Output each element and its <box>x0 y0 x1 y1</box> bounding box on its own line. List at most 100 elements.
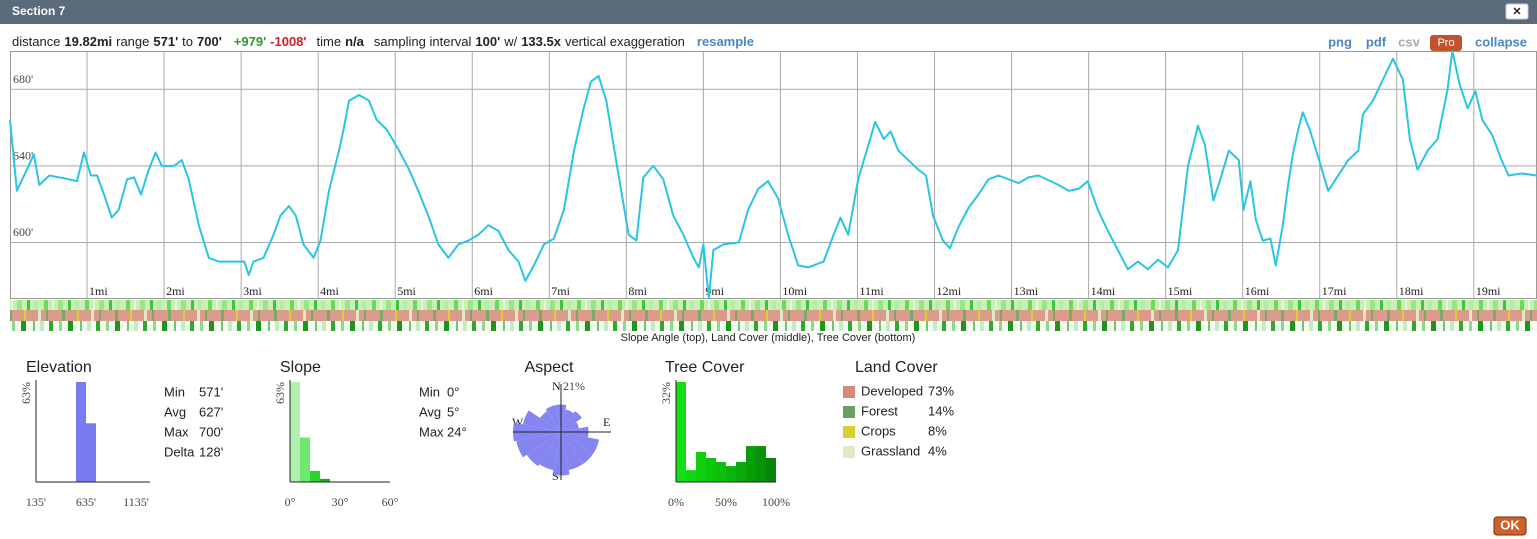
histogram-bar <box>76 382 86 482</box>
x-tick-label: 60° <box>382 495 399 509</box>
aspect-sector <box>561 432 600 454</box>
aspect-sector <box>522 410 561 432</box>
x-tick-label: 6mi <box>474 284 493 298</box>
pro-label[interactable]: Pro <box>1437 37 1454 49</box>
strip-caption: Slope Angle (top), Land Cover (middle), … <box>621 332 916 344</box>
stat-text: +979' <box>234 34 266 49</box>
histogram-bar <box>310 470 320 482</box>
histogram-bar <box>686 470 696 482</box>
stat-value: 627' <box>199 404 223 419</box>
x-tick-label: 13mi <box>1014 284 1039 298</box>
compass-label: S <box>552 469 559 483</box>
aspect-sector <box>561 409 574 432</box>
aspect-sector <box>540 411 561 432</box>
r-tick-label: 21% <box>563 379 585 393</box>
ok-label[interactable]: OK <box>1500 517 1520 532</box>
stat-value: 5° <box>447 404 459 419</box>
x-tick-label: 16mi <box>1245 284 1270 298</box>
land-cover-strip <box>10 310 1537 321</box>
x-tick-label: 5mi <box>397 284 416 298</box>
histogram-bar <box>716 462 726 482</box>
x-tick-label: 15mi <box>1168 284 1193 298</box>
stat-text: 700' <box>197 34 222 49</box>
compass-label: E <box>603 415 610 429</box>
histogram-bar <box>300 437 310 482</box>
x-tick-label: 19mi <box>1476 284 1501 298</box>
x-tick-label: 135' <box>26 495 46 509</box>
legend-name: Developed <box>861 383 923 398</box>
aspect-sector <box>526 432 561 467</box>
stat-text: sampling interval <box>374 34 472 49</box>
x-tick-label: 1mi <box>89 284 108 298</box>
aspect-sector <box>545 405 561 432</box>
x-tick-label: 8mi <box>628 284 647 298</box>
aspect-sector <box>561 432 583 471</box>
x-tick-label: 4mi <box>320 284 339 298</box>
y-tick-label: 680' <box>13 72 33 86</box>
x-tick-label: 12mi <box>937 284 962 298</box>
x-tick-label: 18mi <box>1399 284 1424 298</box>
histogram-bar <box>86 423 96 482</box>
ok-button[interactable] <box>1493 516 1527 536</box>
legend-value: 8% <box>928 423 947 438</box>
stat-value: 571' <box>199 384 223 399</box>
stat-text: 19.82mi <box>64 34 112 49</box>
histogram-bar <box>726 466 736 482</box>
stat-text: time <box>317 34 342 49</box>
y-tick-label: 640' <box>13 149 33 163</box>
legend-name: Forest <box>861 403 898 418</box>
legend-swatch <box>843 406 855 418</box>
aspect-sector <box>561 421 579 432</box>
aspect-sector <box>561 411 582 432</box>
panel-title: Tree Cover <box>665 359 745 376</box>
x-tick-label: 14mi <box>1091 284 1116 298</box>
link[interactable]: png <box>1328 34 1352 49</box>
panel-title: Aspect <box>525 359 574 376</box>
x-tick-label: 11mi <box>859 284 884 298</box>
histogram-bar <box>706 457 716 482</box>
close-icon[interactable]: ✕ <box>1512 6 1521 18</box>
pro-badge[interactable] <box>1430 35 1462 51</box>
histogram-bar <box>290 382 300 482</box>
x-tick-label: 635' <box>76 495 96 509</box>
x-tick-label: 30° <box>332 495 349 509</box>
link[interactable]: collapse <box>1475 34 1527 49</box>
panel-title: Slope <box>280 359 321 376</box>
panel-title: Land Cover <box>855 359 938 376</box>
stat-label: Avg <box>419 404 441 419</box>
stat-label: Min <box>164 384 185 399</box>
histogram-bar <box>320 478 330 482</box>
y-tick-label: 600' <box>13 225 33 239</box>
stat-label: Max <box>164 424 189 439</box>
stat-text: -1008' <box>270 34 306 49</box>
stat-label: Max <box>419 424 444 439</box>
x-tick-label: 17mi <box>1322 284 1347 298</box>
stat-text: n/a <box>345 34 365 49</box>
y-tick-label: 32% <box>659 382 673 404</box>
x-tick-label: 1135' <box>123 495 149 509</box>
x-tick-label: 10mi <box>782 284 807 298</box>
stat-text: distance <box>12 34 60 49</box>
stat-value: 0° <box>447 384 459 399</box>
legend-swatch <box>843 386 855 398</box>
title-bar <box>0 0 1537 24</box>
legend-swatch <box>843 446 855 458</box>
profile-frame <box>10 51 1537 299</box>
stat-text: resample <box>697 34 754 49</box>
legend-value: 14% <box>928 403 954 418</box>
legend-name: Crops <box>861 423 896 438</box>
legend-value: 73% <box>928 383 954 398</box>
link[interactable]: pdf <box>1366 34 1387 49</box>
aspect-sector <box>539 432 561 471</box>
legend-swatch <box>843 426 855 438</box>
x-tick-label: 100% <box>762 495 790 509</box>
stat-value: 700' <box>199 424 223 439</box>
stat-text: vertical exaggeration <box>565 34 685 49</box>
histogram-bar <box>696 452 706 482</box>
stat-label: Avg <box>164 404 186 419</box>
link[interactable]: csv <box>1398 34 1420 49</box>
stat-text: 133.5x <box>521 34 562 49</box>
x-tick-label: 3mi <box>243 284 262 298</box>
close-button[interactable] <box>1505 3 1529 20</box>
